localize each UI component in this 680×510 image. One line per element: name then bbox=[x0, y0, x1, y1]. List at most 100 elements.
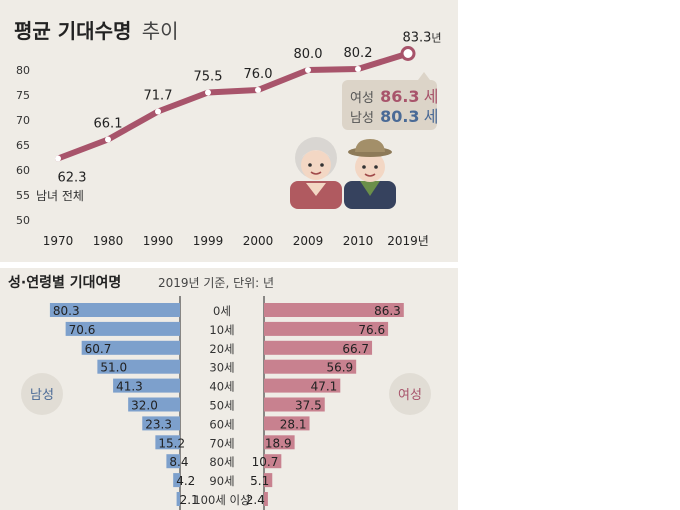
data-label: 62.3 bbox=[58, 171, 87, 186]
y-axis: 80 75 70 65 60 55 50 bbox=[16, 64, 30, 227]
age-category-label: 90세 bbox=[209, 474, 234, 488]
male-bar bbox=[166, 454, 180, 469]
data-point bbox=[55, 155, 61, 162]
male-value-label: 2.1 bbox=[180, 493, 199, 507]
age-category-label: 80세 bbox=[209, 455, 234, 469]
data-label: 83.3년 bbox=[402, 31, 441, 46]
series-label: 남녀 전체 bbox=[36, 189, 84, 203]
y-tick-label: 65 bbox=[16, 139, 30, 152]
infographic-panel: 평균 기대수명 추이 80 75 70 65 60 55 50 1970 1980 1990 19… bbox=[0, 0, 458, 510]
male-bar bbox=[65, 321, 180, 336]
life-expectancy-callout: 여성 86.3 세 남성 80.3 세 bbox=[342, 72, 438, 130]
age-category-label: 40세 bbox=[209, 380, 234, 394]
callout-female: 여성 86.3 세 bbox=[350, 87, 438, 106]
male-bar bbox=[142, 416, 180, 431]
x-tick-label: 1999 bbox=[193, 234, 224, 248]
male-value-label: 32.0 bbox=[131, 399, 158, 413]
x-tick-label: 1980 bbox=[93, 234, 124, 248]
female-value-label: 2.4 bbox=[246, 493, 265, 507]
series-line bbox=[55, 50, 411, 162]
male-bar bbox=[155, 435, 180, 450]
age-category-label: 60세 bbox=[209, 417, 234, 431]
female-bar bbox=[264, 492, 268, 506]
callout-male: 남성 80.3 세 bbox=[350, 107, 438, 126]
y-tick-label: 80 bbox=[16, 64, 30, 77]
age-category-label: 70세 bbox=[209, 436, 234, 450]
female-bar bbox=[264, 378, 341, 393]
data-point bbox=[255, 87, 261, 93]
male-value-label: 41.3 bbox=[116, 380, 143, 394]
female-bar bbox=[264, 454, 282, 469]
bar-chart-title: 성·연령별 기대여명 bbox=[8, 274, 121, 291]
x-tick-label: 2009 bbox=[293, 234, 324, 248]
data-point bbox=[205, 89, 211, 96]
male-value-label: 60.7 bbox=[85, 342, 112, 356]
female-value-label: 10.7 bbox=[252, 455, 279, 469]
x-tick-label: 1970 bbox=[43, 234, 74, 248]
data-point bbox=[155, 108, 161, 115]
data-point bbox=[105, 136, 111, 143]
line-chart-title-bold: 평균 기대수명 bbox=[14, 19, 131, 43]
female-bar bbox=[264, 359, 357, 374]
female-bar bbox=[264, 321, 389, 336]
female-value-label: 37.5 bbox=[295, 399, 322, 413]
x-tick-label: 2010 bbox=[343, 234, 374, 248]
elderly-couple-illustration bbox=[290, 137, 396, 209]
age-category-label: 50세 bbox=[209, 399, 234, 413]
female-bar bbox=[264, 397, 325, 412]
female-value-label: 56.9 bbox=[326, 361, 353, 375]
female-value-label: 76.6 bbox=[358, 323, 385, 337]
data-point bbox=[400, 46, 416, 61]
x-tick-label: 2019년 bbox=[387, 234, 429, 248]
female-value-label: 18.9 bbox=[265, 436, 292, 450]
data-label: 76.0 bbox=[244, 67, 273, 82]
data-label: 66.1 bbox=[94, 117, 123, 132]
x-tick-label: 1990 bbox=[143, 234, 174, 248]
line-layer: 62.3 66.1 71.7 75.5 76.0 80.0 80.2 83.3년 bbox=[55, 31, 442, 186]
female-value-label: 47.1 bbox=[311, 380, 338, 394]
female-badge bbox=[389, 373, 431, 415]
age-category-label: 30세 bbox=[209, 361, 234, 375]
data-label: 80.0 bbox=[294, 47, 323, 62]
female-value-label: 28.1 bbox=[280, 417, 307, 431]
female-bar bbox=[264, 303, 404, 317]
x-axis: 1970 1980 1990 1999 2000 2009 2010 2019년 bbox=[43, 234, 429, 248]
y-tick-label: 70 bbox=[16, 114, 30, 127]
data-label: 80.2 bbox=[344, 46, 373, 61]
female-value-label: 66.7 bbox=[342, 342, 369, 356]
female-bar bbox=[264, 435, 295, 450]
y-tick-label: 55 bbox=[16, 189, 30, 202]
data-point bbox=[355, 66, 361, 72]
y-tick-label: 75 bbox=[16, 89, 30, 102]
y-tick-label: 60 bbox=[16, 164, 30, 177]
age-category-label: 100세 이상 bbox=[193, 493, 251, 507]
male-value-label: 80.3 bbox=[53, 304, 80, 318]
male-value-label: 23.3 bbox=[145, 417, 172, 431]
female-bar bbox=[264, 473, 273, 488]
male-value-label: 70.6 bbox=[69, 323, 96, 337]
male-badge-label: 남성 bbox=[30, 388, 54, 403]
female-bar bbox=[264, 416, 310, 431]
line-chart-title: 평균 기대수명 추이 bbox=[14, 19, 179, 43]
x-tick-label: 2000 bbox=[243, 234, 274, 248]
data-label: 75.5 bbox=[194, 70, 223, 85]
male-bar bbox=[81, 340, 180, 355]
data-point bbox=[305, 67, 311, 73]
male-bar bbox=[113, 378, 180, 393]
age-category-label: 10세 bbox=[209, 323, 234, 337]
age-category-label: 20세 bbox=[209, 342, 234, 356]
male-bar bbox=[49, 303, 180, 317]
male-value-label: 15.2 bbox=[158, 436, 185, 450]
line-chart-title-light: 추이 bbox=[142, 19, 179, 43]
female-bar bbox=[264, 340, 373, 355]
female-badge-label: 여성 bbox=[398, 388, 422, 403]
section-divider bbox=[0, 262, 458, 268]
male-bar bbox=[97, 359, 180, 374]
male-bar bbox=[173, 473, 180, 488]
male-bar bbox=[128, 397, 180, 412]
data-label-unit: 년 bbox=[431, 32, 441, 45]
male-bar bbox=[176, 492, 180, 506]
bar-chart-subtitle: 2019년 기준, 단위: 년 bbox=[158, 276, 274, 290]
bars-layer: 80.3 86.3 0세 70.6 76.6 10세 60.7 66.7 20세 51.0 56.9… bbox=[49, 303, 404, 507]
